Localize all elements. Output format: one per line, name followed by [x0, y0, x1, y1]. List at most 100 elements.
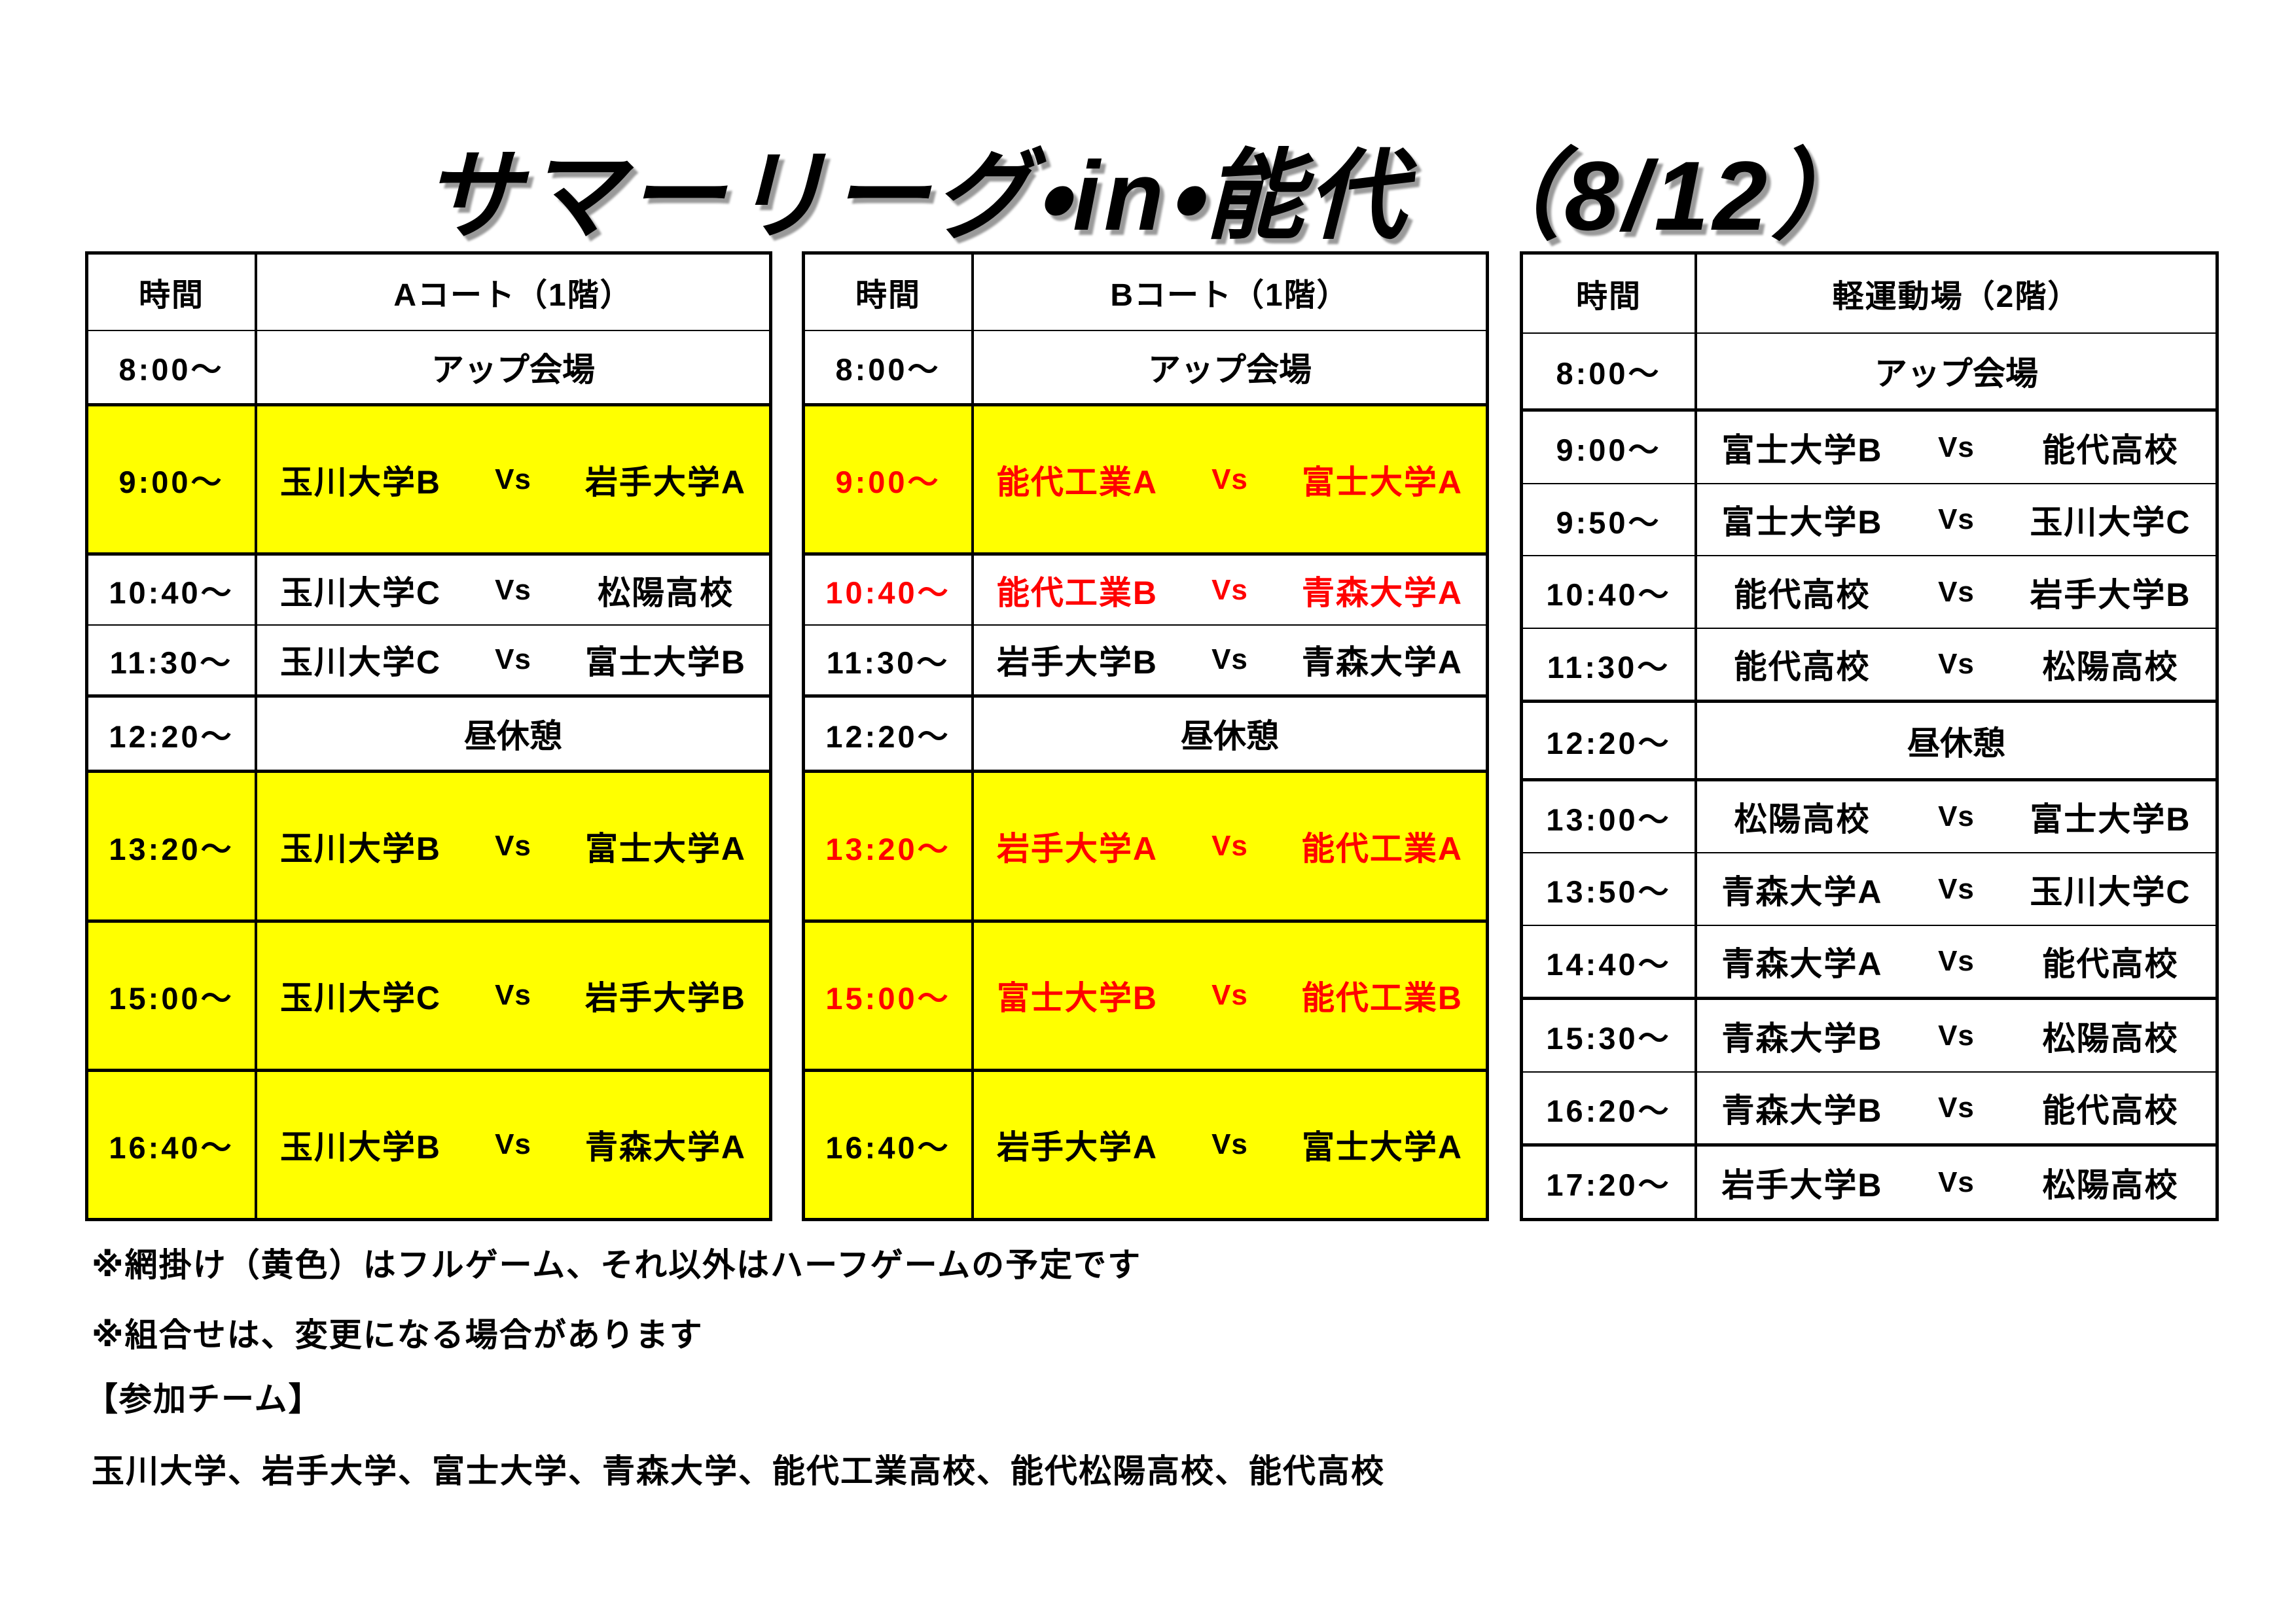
session-label-cell: 昼休憩: [1181, 718, 1279, 755]
home-team: 富士大学B: [1721, 431, 1883, 469]
vs-label: Vs: [495, 1128, 531, 1161]
game-row: 16:40～ 岩手大学A Vs 富士大学A: [805, 1071, 1486, 1218]
game-row: 11:30～ 岩手大学B Vs 青森大学A: [805, 626, 1486, 698]
vs-label: Vs: [1938, 503, 1975, 536]
home-team: 玉川大学B: [279, 830, 442, 867]
time-column-header: 時間: [1523, 255, 1697, 332]
session-row: 8:00～ アップ会場: [805, 330, 1486, 407]
match-layout: 青森大学A Vs 玉川大学C: [1697, 866, 2215, 913]
away-team: 松陽高校: [2042, 1020, 2179, 1057]
session-row: 12:20～ 昼休憩: [805, 697, 1486, 774]
home-team: 富士大学B: [1721, 504, 1883, 541]
away-team: 能代高校: [2042, 946, 2179, 983]
match-cell: 玉川大学C Vs 松陽高校: [257, 556, 769, 624]
note-subject-to-change: ※組合せは、変更になる場合があります: [92, 1317, 704, 1353]
time-cell: 15:30～: [1523, 1000, 1697, 1071]
page-title: サマーリーグ・in・能代 （8/12）: [422, 141, 1874, 251]
match-layout: 玉川大学B Vs 岩手大学A: [257, 456, 769, 503]
time-cell: 11:30～: [1523, 628, 1697, 700]
home-team: 玉川大学B: [279, 463, 442, 501]
match-layout: 玉川大学B Vs 青森大学A: [257, 1121, 769, 1168]
match-cell: 岩手大学B Vs 青森大学A: [974, 626, 1486, 694]
match-layout: 岩手大学B Vs 松陽高校: [1697, 1159, 2215, 1206]
match-cell: 富士大学B Vs 玉川大学C: [1697, 484, 2215, 556]
match-cell: 能代工業B Vs 青森大学A: [974, 556, 1486, 624]
match-layout: 青森大学B Vs 能代高校: [1697, 1084, 2215, 1132]
game-row: 15:00～ 玉川大学C Vs 岩手大学B: [88, 922, 769, 1072]
away-team: 青森大学A: [1301, 574, 1463, 611]
session-row: 12:20～ 昼休憩: [1523, 703, 2215, 781]
game-row: 10:40～ 玉川大学C Vs 松陽高校: [88, 556, 769, 626]
match-layout: 能代高校 Vs 岩手大学B: [1697, 569, 2215, 616]
time-cell: 13:50～: [1523, 853, 1697, 925]
game-row: 17:20～ 岩手大学B Vs 松陽高校: [1523, 1147, 2215, 1218]
match-layout: 富士大学B Vs 玉川大学C: [1697, 496, 2215, 543]
vs-label: Vs: [495, 463, 531, 495]
home-team: 岩手大学A: [996, 1129, 1158, 1166]
home-team: 能代高校: [1734, 649, 1871, 686]
vs-label: Vs: [1938, 431, 1975, 463]
away-team: 能代高校: [2042, 431, 2179, 469]
time-cell: 10:40～: [88, 556, 257, 625]
game-row: 10:40～ 能代工業B Vs 青森大学A: [805, 556, 1486, 626]
match-layout: 青森大学B Vs 松陽高校: [1697, 1012, 2215, 1060]
home-team: 富士大学B: [996, 980, 1158, 1017]
time-cell: 9:00～: [805, 406, 974, 553]
session-row: 12:20～ 昼休憩: [88, 697, 769, 774]
away-team: 松陽高校: [2042, 649, 2179, 686]
time-cell: 12:20～: [805, 697, 974, 770]
away-team: 富士大学A: [1301, 463, 1463, 501]
match-cell: 青森大学A Vs 能代高校: [1697, 926, 2215, 997]
match-layout: 玉川大学B Vs 富士大学A: [257, 823, 769, 870]
home-team: 松陽高校: [1734, 801, 1871, 838]
match-layout: 富士大学B Vs 能代高校: [1697, 424, 2215, 471]
game-row: 9:50～ 富士大学B Vs 玉川大学C: [1523, 484, 2215, 557]
home-team: 能代工業A: [996, 463, 1158, 501]
vs-label: Vs: [1938, 1092, 1975, 1124]
match-layout: 富士大学B Vs 能代工業B: [974, 972, 1486, 1019]
game-row: 11:30～ 玉川大学C Vs 富士大学B: [88, 626, 769, 698]
vs-label: Vs: [495, 573, 531, 606]
table-header-row: 時間 軽運動場（2階）: [1523, 255, 2215, 334]
match-cell: 玉川大学C Vs 岩手大学B: [257, 923, 769, 1069]
time-cell: 16:40～: [805, 1071, 974, 1218]
time-cell: 10:40～: [805, 556, 974, 625]
away-team: 玉川大学C: [2030, 504, 2191, 541]
game-row: 9:00～ 能代工業A Vs 富士大学A: [805, 406, 1486, 556]
game-row: 13:00～ 松陽高校 Vs 富士大学B: [1523, 781, 2215, 854]
vs-label: Vs: [1938, 800, 1975, 833]
match-cell: 青森大学B Vs 松陽高校: [1697, 1000, 2215, 1071]
session-label-cell: アップ会場: [1148, 351, 1312, 388]
vs-label: Vs: [1938, 575, 1975, 608]
match-layout: 松陽高校 Vs 富士大学B: [1697, 793, 2215, 840]
away-team: 松陽高校: [598, 574, 734, 611]
match-layout: 玉川大学C Vs 岩手大学B: [257, 972, 769, 1019]
schedule-table-1: 時間 Aコート（1階） 8:00～ アップ会場 9:00～ 玉川大学B Vs 岩手大学A 10:…: [85, 251, 772, 1221]
away-team: 岩手大学B: [2030, 576, 2191, 613]
home-team: 玉川大学C: [279, 644, 442, 681]
vs-label: Vs: [1938, 1166, 1975, 1198]
away-team: 岩手大学A: [584, 463, 747, 501]
time-cell: 15:00～: [88, 922, 257, 1069]
game-row: 9:00～ 玉川大学B Vs 岩手大学A: [88, 406, 769, 556]
time-cell: 8:00～: [805, 330, 974, 404]
away-team: 富士大学B: [584, 644, 747, 681]
time-column-header: 時間: [805, 255, 974, 330]
session-label-cell: アップ会場: [1874, 355, 2038, 392]
time-cell: 11:30～: [805, 626, 974, 694]
match-cell: 岩手大学A Vs 富士大学A: [974, 1072, 1486, 1218]
match-cell: 能代工業A Vs 富士大学A: [974, 406, 1486, 552]
home-team: 青森大学A: [1721, 873, 1883, 910]
home-team: 玉川大学C: [279, 980, 442, 1017]
match-layout: 玉川大学C Vs 富士大学B: [257, 636, 769, 683]
venue-column-header: Bコート（1階）: [1110, 278, 1350, 313]
away-team: 富士大学B: [2030, 801, 2191, 838]
game-row: 11:30～ 能代高校 Vs 松陽高校: [1523, 628, 2215, 704]
match-cell: 能代高校 Vs 岩手大学B: [1697, 556, 2215, 628]
schedule-table-2: 時間 Bコート（1階） 8:00～ アップ会場 9:00～ 能代工業A Vs 富士大学A 10:…: [802, 251, 1489, 1221]
match-cell: 玉川大学C Vs 富士大学B: [257, 626, 769, 694]
match-cell: 玉川大学B Vs 青森大学A: [257, 1072, 769, 1218]
away-team: 能代工業A: [1301, 830, 1463, 867]
match-cell: 能代高校 Vs 松陽高校: [1697, 629, 2215, 700]
